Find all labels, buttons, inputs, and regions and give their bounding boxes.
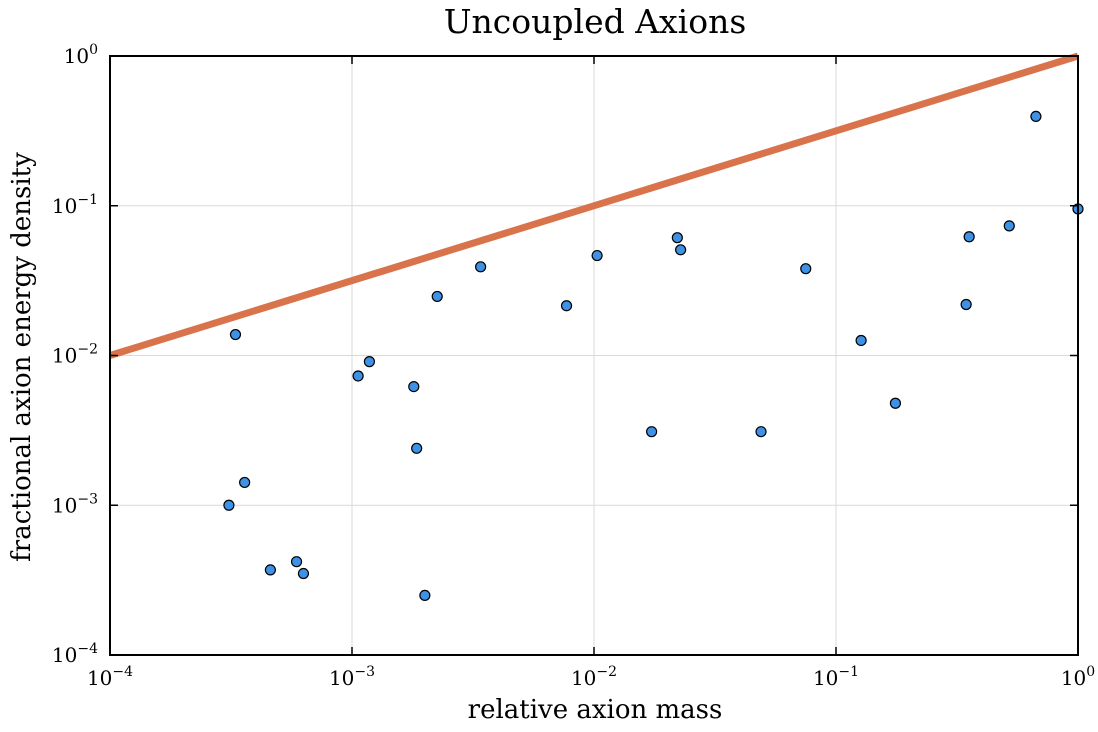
y-tick-label: 10−4 xyxy=(52,641,98,667)
scatter-point xyxy=(671,232,683,244)
chart-title: Uncoupled Axions xyxy=(444,2,747,41)
scatter-point xyxy=(408,380,420,393)
scatter-point xyxy=(855,334,867,347)
x-tick-label: 10−2 xyxy=(571,664,617,690)
scatter-point xyxy=(411,442,423,454)
y-axis-label: fractional axion energy density xyxy=(7,152,37,562)
scatter-point xyxy=(800,263,812,275)
y-tick-label: 10−2 xyxy=(52,342,98,368)
axis-ticks: 10−4 10−3 10−2 10−1 100 10−4 10−3 10−2 10−1 100 xyxy=(52,42,1095,690)
scatter-point xyxy=(431,290,443,303)
scatter-point xyxy=(963,231,975,243)
scatter-point xyxy=(290,556,303,568)
scatter-point xyxy=(675,244,687,256)
scatter-point xyxy=(560,300,573,312)
scatter-point xyxy=(297,567,310,580)
plot-layer xyxy=(108,52,1084,602)
scatter-point xyxy=(229,328,242,341)
scatter-point xyxy=(591,249,603,262)
y-tick-label: 100 xyxy=(64,42,98,68)
scatter-point xyxy=(239,476,251,489)
scatter-point xyxy=(1003,220,1015,232)
scatter-point xyxy=(363,356,375,368)
scatter-point xyxy=(475,261,487,273)
y-tick-label: 10−1 xyxy=(52,192,98,218)
scatter-point xyxy=(419,589,431,602)
reference-line xyxy=(108,52,1080,359)
x-tick-label: 10−3 xyxy=(329,664,375,690)
scatter-point xyxy=(646,426,658,438)
y-tick-label: 10−3 xyxy=(52,491,98,517)
scatter-point xyxy=(960,298,972,311)
x-axis-label: relative axion mass xyxy=(468,695,723,725)
scatter-point xyxy=(889,397,902,409)
scatter-point xyxy=(755,426,767,438)
x-tick-label: 10−4 xyxy=(87,664,133,690)
scatter-point xyxy=(223,499,235,511)
scatter-point xyxy=(264,564,276,576)
x-tick-label: 10−1 xyxy=(813,664,859,690)
x-tick-label: 100 xyxy=(1061,664,1095,690)
scatter-point xyxy=(1030,110,1042,123)
scatter-point xyxy=(352,370,364,382)
